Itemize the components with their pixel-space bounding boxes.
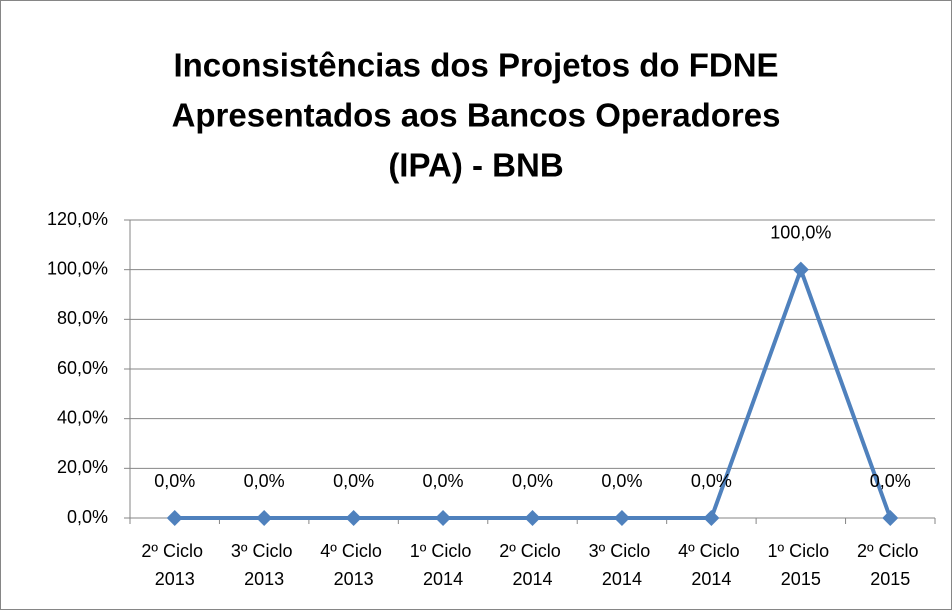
data-label: 100,0% — [770, 222, 831, 242]
chart-title: (IPA) - BNB — [388, 147, 563, 184]
data-label: 0,0% — [691, 471, 732, 491]
chart-title: Apresentados aos Bancos Operadores — [172, 97, 781, 134]
data-label: 0,0% — [423, 471, 464, 491]
data-label: 0,0% — [601, 471, 642, 491]
x-tick-label: 1º Ciclo 2014 — [410, 541, 477, 589]
y-tick-label: 120,0% — [47, 209, 108, 229]
data-label: 0,0% — [870, 471, 911, 491]
x-tick-label: 4º Ciclo 2013 — [320, 541, 387, 589]
y-tick-label: 80,0% — [57, 308, 108, 328]
x-tick-label: 2º Ciclo 2013 — [141, 541, 208, 589]
marker — [166, 510, 183, 526]
x-tick-label: 3º Ciclo 2013 — [231, 541, 298, 589]
data-label: 0,0% — [244, 471, 285, 491]
y-tick-label: 40,0% — [57, 407, 108, 427]
y-tick-label: 60,0% — [57, 358, 108, 378]
chart-title: Inconsistências dos Projetos do FDNE — [173, 47, 778, 84]
marker — [703, 510, 720, 526]
marker — [792, 261, 809, 278]
marker — [435, 510, 452, 526]
x-tick-label: 2º Ciclo 2015 — [857, 541, 924, 589]
y-tick-label: 20,0% — [57, 457, 108, 477]
x-tick-label: 1º Ciclo 2015 — [768, 541, 835, 589]
marker — [345, 510, 362, 526]
y-tick-label: 100,0% — [47, 258, 108, 278]
marker — [613, 510, 630, 526]
x-tick-label: 2º Ciclo 2014 — [499, 541, 566, 589]
marker — [524, 510, 541, 526]
data-label: 0,0% — [512, 471, 553, 491]
x-tick-label: 3º Ciclo 2014 — [589, 541, 656, 589]
x-tick-label: 4º Ciclo 2014 — [678, 541, 745, 589]
marker — [256, 510, 273, 526]
data-label: 0,0% — [333, 471, 374, 491]
y-tick-label: 0,0% — [67, 507, 108, 527]
data-label: 0,0% — [154, 471, 195, 491]
marker — [882, 510, 899, 526]
